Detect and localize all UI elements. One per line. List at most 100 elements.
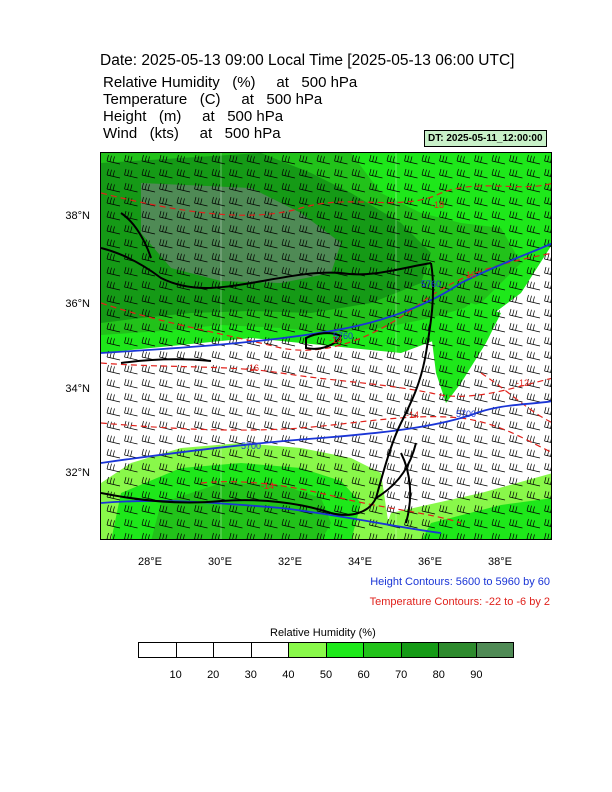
wind-barb bbox=[264, 238, 278, 249]
wind-barb bbox=[106, 280, 121, 291]
wind-barb bbox=[211, 406, 226, 417]
wind-barb bbox=[491, 504, 506, 515]
wind-barb bbox=[334, 350, 348, 361]
wind-barb bbox=[124, 308, 138, 319]
wind-barb bbox=[194, 350, 208, 361]
wind-barb bbox=[159, 434, 173, 445]
wind-barb bbox=[264, 266, 278, 277]
coast-sinai bbox=[375, 442, 417, 524]
wind-barb bbox=[526, 532, 535, 539]
wind-barb bbox=[229, 392, 243, 403]
colorbar-tick: 10 bbox=[169, 669, 182, 681]
wind-barb bbox=[281, 196, 296, 207]
wind-barb bbox=[106, 308, 121, 319]
wind-barb bbox=[194, 182, 208, 193]
wind-barb bbox=[316, 476, 331, 487]
wind-barb bbox=[141, 252, 156, 263]
wind-barb bbox=[544, 336, 551, 345]
wind-barb bbox=[316, 238, 331, 249]
lon-label: 28°E bbox=[138, 556, 162, 568]
wind-barb bbox=[439, 182, 453, 193]
wind-barb bbox=[404, 434, 418, 445]
wind-barb bbox=[299, 224, 313, 235]
wind-barb bbox=[474, 434, 488, 445]
wind-barb bbox=[491, 196, 506, 207]
wind-barb bbox=[124, 364, 138, 375]
wind-barb bbox=[334, 294, 348, 305]
wind-barb bbox=[526, 504, 541, 515]
wind-barb bbox=[421, 378, 436, 389]
wind-barb bbox=[351, 364, 366, 375]
wind-barb bbox=[176, 154, 191, 165]
wind-barb bbox=[176, 168, 191, 179]
wind-barb bbox=[491, 532, 500, 539]
wind-barb bbox=[526, 434, 541, 445]
wind-barb bbox=[491, 252, 506, 263]
wind-barb bbox=[299, 532, 308, 539]
wind-barb bbox=[351, 518, 366, 529]
wind-barb bbox=[299, 322, 313, 333]
wind-barb bbox=[334, 532, 343, 539]
wind-barb bbox=[106, 420, 121, 431]
wind-barb bbox=[509, 154, 523, 165]
wind-barb bbox=[264, 308, 278, 319]
wind-barb bbox=[229, 294, 243, 305]
wind-barb bbox=[264, 406, 278, 417]
wind-barb bbox=[369, 308, 383, 319]
wind-barb bbox=[281, 322, 296, 333]
wind-barb bbox=[246, 308, 261, 319]
wind-barb bbox=[421, 392, 436, 403]
wind-barb bbox=[386, 182, 401, 193]
wind-barb bbox=[316, 280, 331, 291]
wind-barb bbox=[386, 154, 401, 165]
wind-barb bbox=[544, 308, 551, 317]
wind-barb bbox=[404, 210, 418, 221]
wind-barb bbox=[229, 406, 243, 417]
wind-barb bbox=[194, 518, 208, 529]
wind-barb bbox=[124, 322, 138, 333]
wind-barb bbox=[246, 476, 261, 487]
wind-barb bbox=[351, 392, 366, 403]
wind-barb bbox=[264, 252, 278, 263]
wind-barb bbox=[421, 462, 436, 473]
wind-barb bbox=[176, 406, 191, 417]
wind-barb bbox=[386, 210, 401, 221]
wind-barb bbox=[299, 378, 313, 389]
height-label: 5700 bbox=[456, 409, 476, 419]
wind-barb bbox=[316, 168, 331, 179]
wind-barb bbox=[351, 308, 366, 319]
wind-barb bbox=[509, 182, 523, 193]
wind-barb bbox=[491, 294, 506, 305]
wind-barb bbox=[159, 532, 168, 539]
wind-barb bbox=[211, 252, 226, 263]
height-label: 5760 bbox=[333, 331, 353, 341]
wind-barb bbox=[316, 392, 331, 403]
wind-barb bbox=[439, 210, 453, 221]
temp-contour-18 bbox=[101, 182, 551, 216]
wind-barb bbox=[544, 518, 551, 527]
wind-barb bbox=[141, 532, 150, 539]
wind-barb bbox=[351, 490, 366, 501]
wind-barb bbox=[281, 448, 296, 459]
wind-barb bbox=[386, 406, 401, 417]
wind-barb bbox=[106, 294, 121, 305]
wind-barb bbox=[386, 280, 401, 291]
wind-barb bbox=[369, 168, 383, 179]
wind-barb bbox=[456, 476, 471, 487]
wind-barb bbox=[246, 294, 261, 305]
wind-barb bbox=[526, 168, 541, 179]
wind-barb bbox=[246, 504, 261, 515]
wind-barb bbox=[491, 336, 506, 347]
wind-barb bbox=[211, 518, 226, 529]
coast-cyprus bbox=[305, 332, 343, 350]
wind-barb bbox=[509, 378, 523, 389]
wind-barb bbox=[211, 434, 226, 445]
wind-barb bbox=[334, 252, 348, 263]
wind-barb bbox=[369, 252, 383, 263]
colorbar-tick: 40 bbox=[282, 669, 295, 681]
height-contour-legend: Height Contours: 5600 to 5960 by 60 bbox=[370, 576, 550, 588]
wind-barb bbox=[176, 252, 191, 263]
wind-barb bbox=[474, 154, 488, 165]
wind-barb bbox=[439, 378, 453, 389]
wind-barb bbox=[316, 378, 331, 389]
